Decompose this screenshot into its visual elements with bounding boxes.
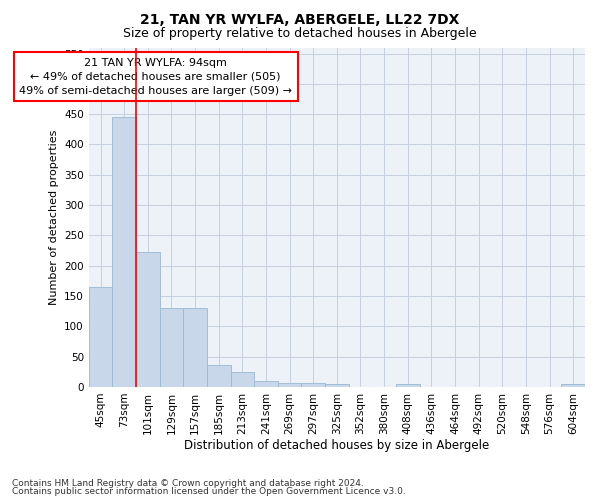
Bar — [207, 364, 230, 387]
Bar — [396, 384, 419, 387]
Text: Contains public sector information licensed under the Open Government Licence v3: Contains public sector information licen… — [12, 487, 406, 496]
Bar — [562, 384, 585, 387]
Text: 21, TAN YR WYLFA, ABERGELE, LL22 7DX: 21, TAN YR WYLFA, ABERGELE, LL22 7DX — [140, 12, 460, 26]
X-axis label: Distribution of detached houses by size in Abergele: Distribution of detached houses by size … — [184, 440, 490, 452]
Bar — [254, 381, 278, 387]
Text: 21 TAN YR WYLFA: 94sqm
← 49% of detached houses are smaller (505)
49% of semi-de: 21 TAN YR WYLFA: 94sqm ← 49% of detached… — [19, 58, 292, 96]
Bar — [301, 384, 325, 387]
Y-axis label: Number of detached properties: Number of detached properties — [49, 130, 59, 305]
Bar — [325, 384, 349, 387]
Bar — [112, 117, 136, 387]
Text: Size of property relative to detached houses in Abergele: Size of property relative to detached ho… — [123, 28, 477, 40]
Bar — [136, 252, 160, 387]
Bar — [89, 287, 112, 387]
Bar — [278, 384, 301, 387]
Text: Contains HM Land Registry data © Crown copyright and database right 2024.: Contains HM Land Registry data © Crown c… — [12, 478, 364, 488]
Bar — [160, 308, 183, 387]
Bar — [183, 308, 207, 387]
Bar — [230, 372, 254, 387]
